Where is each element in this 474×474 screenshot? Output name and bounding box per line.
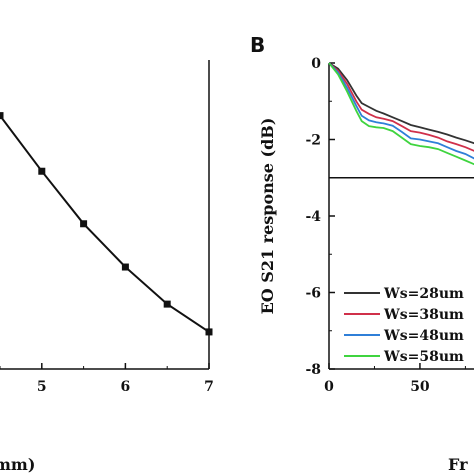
panel-a-marker xyxy=(38,167,46,175)
panel-a-markers xyxy=(0,112,213,336)
panel-b-series-line-2 xyxy=(328,62,474,152)
panel-b-label: B xyxy=(250,33,265,57)
panel-b-ticks: 0-2-4-6-80 50 xyxy=(305,56,466,395)
panel-b-y-axis-title: EO S21 response (dB) xyxy=(258,118,277,315)
panel-b-x-tick-label: 0 xyxy=(324,379,334,395)
panel-a-x-tick-label: 6 xyxy=(121,379,131,395)
panel-a: 5 6 7 mm) xyxy=(0,60,214,474)
panel-b-series-line-3 xyxy=(328,62,474,160)
panel-a-marker xyxy=(163,300,171,308)
panel-b-x-tick-label: 50 xyxy=(410,379,430,395)
panel-b-series-line-1 xyxy=(328,62,474,145)
panel-b-legend-label-3: Ws=48um xyxy=(383,328,464,344)
panel-a-marker xyxy=(205,328,213,336)
panel-b-y-tick-label: 0 xyxy=(311,56,321,72)
panel-a-marker xyxy=(121,263,129,271)
panel-b-y-tick-label: -4 xyxy=(305,209,321,225)
panel-a-marker xyxy=(0,112,4,120)
panel-b-legend: Ws=28um Ws=38um Ws=48um Ws=58um xyxy=(344,286,464,365)
panel-b-y-tick-label: -2 xyxy=(305,133,321,149)
panel-b-series-line-4 xyxy=(328,62,474,166)
panel-a-x-tick-label: 5 xyxy=(37,379,47,395)
panel-a-x-axis-title: mm) xyxy=(0,455,35,474)
panel-b-y-tick-label: -6 xyxy=(305,286,321,302)
panel-b-series xyxy=(328,62,474,166)
panel-b-y-tick-label: -8 xyxy=(305,362,321,378)
panel-b: B EO S21 response (dB) 0-2-4-6-80 50 Ws=2… xyxy=(250,33,474,474)
panel-a-series-line xyxy=(0,114,210,333)
panel-a-marker xyxy=(80,220,88,228)
panel-b-x-axis-title: Fr xyxy=(448,455,468,474)
panel-b-legend-label-4: Ws=58um xyxy=(383,349,464,365)
panel-b-legend-label-2: Ws=38um xyxy=(383,307,464,323)
panel-b-legend-label-1: Ws=28um xyxy=(383,286,464,302)
panel-a-x-tick-label: 7 xyxy=(204,379,214,395)
panel-a-ticks: 5 6 7 xyxy=(0,363,214,395)
